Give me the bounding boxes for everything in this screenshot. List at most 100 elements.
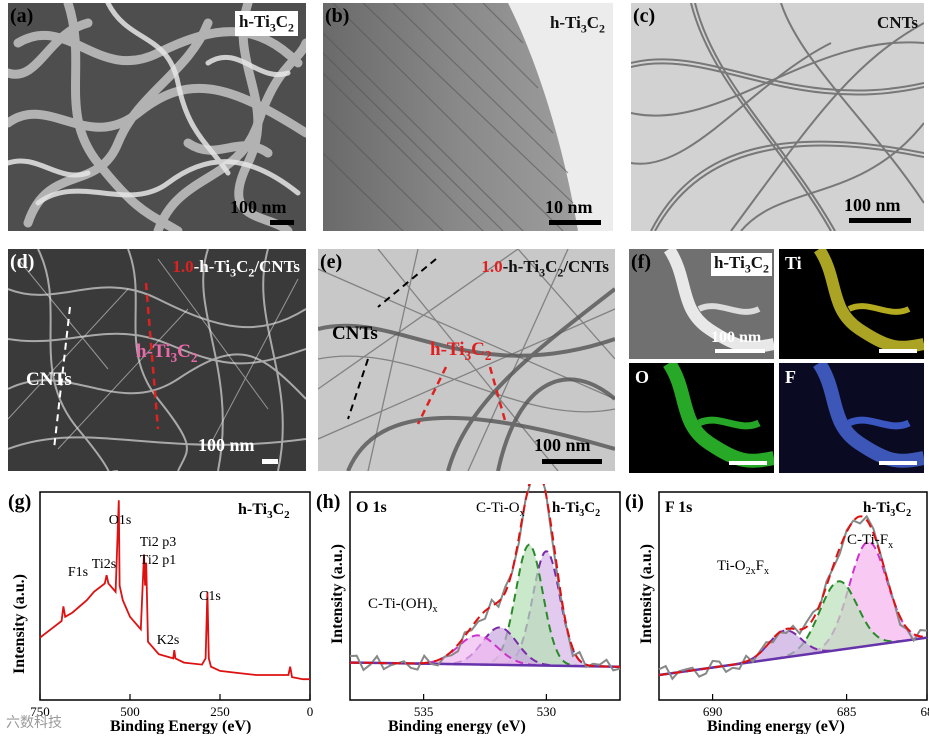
peak-label-c-ti-fx: C-Ti-Fx — [847, 532, 893, 551]
panel-label: (g) — [8, 491, 31, 513]
panel-e-tem-composite: (e) 1.0-h-Ti3C2/CNTs CNTs h-Ti3C2 100 nm — [318, 249, 615, 471]
panel-f-f-map: F — [779, 363, 924, 473]
scale-bar-label: 100 nm — [844, 195, 901, 215]
watermark: 六数科技 — [6, 715, 62, 731]
peak-label: Ti2s — [92, 557, 116, 572]
cnt-arrow-down-e — [347, 358, 369, 420]
panel-label: (c) — [633, 5, 656, 27]
xps-o1s-chart: 535 530 (h) O 1s h-Ti3C2 C-Ti-Ox C-Ti-(OH… — [316, 484, 621, 734]
peak-label: Ti2 p1 — [140, 553, 176, 568]
panel-label: (f) — [631, 251, 651, 273]
panel-label: (h) — [316, 491, 340, 513]
envelope-line — [658, 515, 927, 676]
peak-label: C1s — [199, 589, 221, 604]
panel-tag: h-Ti3C2 — [710, 253, 772, 277]
panel-tag: h-Ti3C2 — [238, 501, 290, 521]
panel-tag: CNTs — [877, 13, 918, 32]
cnts-annotation: CNTs — [332, 323, 378, 344]
scale-bar-label: 10 nm — [545, 197, 593, 217]
panel-label: (b) — [325, 5, 350, 27]
ti-map — [813, 249, 924, 353]
o-map-label: O — [635, 367, 650, 387]
y-axis-label: Intensity (a.u.) — [638, 544, 655, 644]
scale-bar — [270, 220, 294, 225]
y-axis-label: Intensity (a.u.) — [11, 574, 28, 674]
x-tick-label: 690 — [703, 704, 723, 719]
scale-bar-label: 100 nm — [230, 197, 287, 217]
scale-bar-label: 100 nm — [711, 329, 762, 346]
peak-label-ti-o2xfx: Ti-O2xFx — [717, 558, 769, 577]
panel-label: (e) — [320, 251, 343, 273]
xps-f1s-chart: 690 685 68 (i) F 1s h-Ti3C2 C-Ti-Fx Ti-O2x… — [625, 491, 929, 734]
panel-b-tem-image: (b) h-Ti3C2 10 nm — [323, 3, 613, 231]
panel-d-sem-composite: (d) 1.0-h-Ti3C2/CNTs CNTs h-Ti3C2 100 nm — [8, 249, 306, 471]
panel-a-sem-image: (a) h-Ti3C2 100 nm — [8, 3, 306, 231]
x-axis-label: Binding energy (eV) — [707, 718, 845, 734]
scale-bar — [549, 220, 601, 225]
cnt-network-c — [631, 3, 924, 231]
panel-tag: 1.0-h-Ti3C2/CNTs — [172, 257, 300, 280]
component-fill — [659, 630, 927, 675]
peak-label-c-ti-ohx: C-Ti-(OH)x — [368, 596, 437, 615]
o-map — [663, 363, 774, 468]
ti-arrow-right-e — [488, 366, 508, 425]
peak-label: F1s — [68, 565, 88, 580]
panel-tag: h-Ti3C2 — [234, 11, 298, 37]
sem-composite-d — [8, 249, 306, 471]
f-map-label: F — [785, 367, 796, 387]
tem-composite-e — [318, 249, 615, 471]
panel-tag: h-Ti3C2 — [863, 500, 911, 519]
panel-label: (a) — [10, 5, 34, 27]
peak-label-c-ti-ox: C-Ti-Ox — [476, 500, 525, 519]
x-tick-label: 0 — [307, 704, 314, 719]
ti-arrow-d — [144, 282, 160, 430]
peak-label: Ti2 p3 — [140, 535, 176, 550]
panel-tag: 1.0-h-Ti3C2/CNTs — [481, 257, 609, 280]
envelope-line — [350, 484, 620, 668]
chart-title: O 1s — [356, 499, 387, 516]
scale-bar — [849, 218, 911, 223]
panel-label: (i) — [625, 491, 644, 513]
plot-frame — [39, 491, 311, 701]
scale-bar — [879, 349, 917, 353]
xps-survey-chart: 750 500 250 0 F1s Ti2s O1s Ti2 p3 Ti2 p1 K2s C1s (… — [8, 491, 314, 734]
scale-bar — [262, 459, 278, 464]
scale-bar — [879, 461, 917, 465]
x-axis-label: Binding energy (eV) — [388, 718, 526, 734]
x-tick-label: 68 — [921, 704, 929, 719]
panel-tag: h-Ti3C2 — [549, 13, 605, 36]
panel-tag: h-Ti3C2 — [552, 500, 600, 519]
scale-bar — [715, 349, 765, 353]
panel-f-eds-haadf: (f) h-Ti3C2 100 nm — [629, 249, 774, 359]
panel-label: (d) — [10, 251, 35, 273]
cnts-annotation: CNTs — [26, 369, 72, 390]
sem-fibers-a — [8, 3, 306, 231]
panel-c-tem-cnts: (c) CNTs 100 nm — [631, 3, 924, 231]
x-tick-label: 535 — [414, 704, 434, 719]
panel-f-ti-map: Ti — [779, 249, 924, 359]
ti-map-label: Ti — [785, 253, 802, 273]
ti3c2-annotation: h-Ti3C2 — [136, 341, 198, 365]
f-map — [813, 363, 924, 468]
component-fill — [350, 635, 620, 667]
panel-f-o-map: O — [629, 363, 774, 473]
chart-title: F 1s — [665, 499, 692, 516]
scale-bar — [542, 459, 602, 464]
x-axis-label: Binding Energy (eV) — [110, 718, 251, 734]
ti-arrow-left-e — [416, 366, 448, 425]
scale-bar — [729, 461, 767, 465]
x-tick-label: 530 — [537, 704, 557, 719]
x-tick-label: 685 — [837, 704, 857, 719]
peak-label: K2s — [157, 633, 180, 648]
x-tick-label: 250 — [210, 704, 230, 719]
scale-bar-label: 100 nm — [534, 435, 591, 455]
x-tick-label: 500 — [120, 704, 140, 719]
scale-bar-label: 100 nm — [198, 435, 255, 455]
cnt-arrow-up-e — [377, 258, 437, 308]
ti3c2-annotation: h-Ti3C2 — [430, 339, 492, 363]
plot-frame — [658, 491, 928, 701]
x-tick-label: 750 — [30, 704, 50, 719]
peak-label: O1s — [109, 513, 132, 528]
haadf-image — [629, 249, 774, 359]
plot-frame — [349, 491, 621, 701]
